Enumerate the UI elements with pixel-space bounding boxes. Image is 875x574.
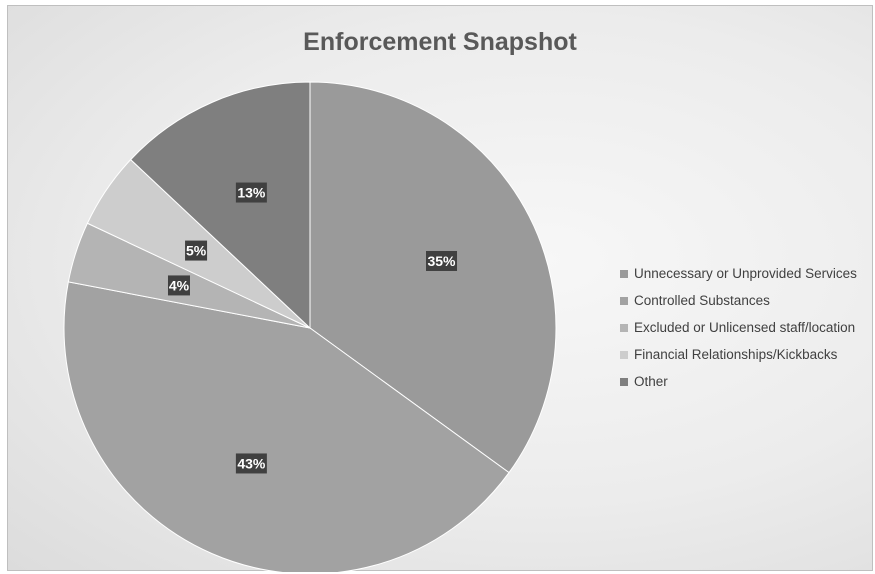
legend-swatch <box>620 323 628 332</box>
data-label-text: 4% <box>169 277 190 293</box>
legend-swatch <box>620 269 628 278</box>
data-label-box <box>167 275 190 296</box>
chart-title: Enforcement Snapshot <box>303 28 577 56</box>
data-label: 5% <box>185 240 208 261</box>
data-label-text: 35% <box>427 253 456 269</box>
pie-chart: 35% 43% 4% 5% 13% <box>63 81 557 572</box>
pie-slice <box>129 81 311 330</box>
data-label-text: 13% <box>237 185 266 201</box>
legend-swatch <box>620 350 628 359</box>
legend-label: Other <box>634 374 668 389</box>
legend-item: Unnecessary or Unprovided Services <box>620 260 857 287</box>
legend-label: Controlled Substances <box>634 293 770 308</box>
legend-item: Other <box>620 368 857 395</box>
legend-item: Financial Relationships/Kickbacks <box>620 341 857 368</box>
legend: Unnecessary or Unprovided Services Contro… <box>620 260 857 395</box>
pie-slice <box>309 81 557 474</box>
legend-label: Excluded or Unlicensed staff/location <box>634 320 856 335</box>
data-label-box <box>235 453 267 474</box>
legend-swatch <box>620 377 628 386</box>
data-label: 4% <box>167 275 190 296</box>
pie-slice <box>63 281 510 572</box>
data-label-text: 5% <box>186 243 207 259</box>
data-label: 13% <box>235 182 267 203</box>
data-label: 43% <box>235 453 267 474</box>
legend-label: Unnecessary or Unprovided Services <box>634 266 857 281</box>
legend-item: Excluded or Unlicensed staff/location <box>620 314 857 341</box>
data-label-box <box>185 240 208 261</box>
chart-area: Enforcement Snapshot 35% 43% 4% 5% 13% Unnec… <box>7 5 873 572</box>
legend-item: Controlled Substances <box>620 287 857 314</box>
data-label-box <box>235 182 267 203</box>
data-label: 35% <box>426 250 458 271</box>
legend-swatch <box>620 296 628 305</box>
data-label-text: 43% <box>237 455 266 471</box>
legend-label: Financial Relationships/Kickbacks <box>634 347 838 362</box>
data-label-box <box>426 250 458 271</box>
